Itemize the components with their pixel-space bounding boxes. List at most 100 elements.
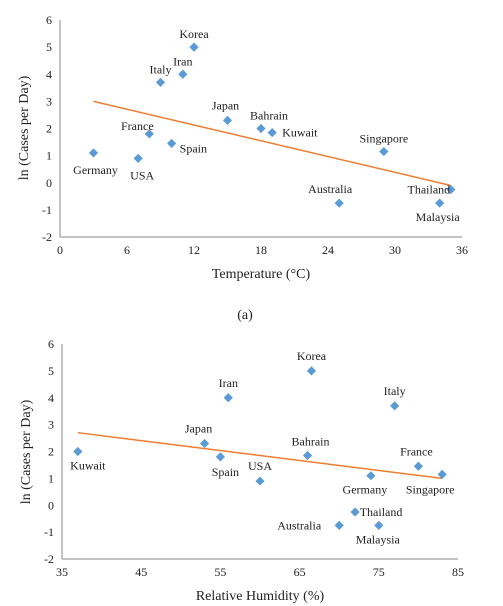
data-point-bahrain <box>302 450 313 461</box>
data-point-italy <box>390 401 400 411</box>
x-tick-label: 75 <box>373 565 385 579</box>
point-label-spain: Spain <box>212 465 239 479</box>
y-tick-label: -1 <box>44 525 54 539</box>
panel-caption: (a) <box>237 308 253 323</box>
data-point-spain <box>215 452 225 462</box>
x-tick-label: 12 <box>188 243 200 257</box>
y-tick-label: 4 <box>46 67 52 81</box>
x-tick-label: 35 <box>56 565 68 579</box>
y-tick-label: 6 <box>48 337 54 351</box>
data-point-korea <box>306 366 317 376</box>
data-point-thailand <box>350 507 360 517</box>
point-label-thailand: Thailand <box>408 183 451 197</box>
point-label-australia: Australia <box>308 182 353 196</box>
point-label-australia: Australia <box>277 518 322 532</box>
x-axis-title: Temperature (°C) <box>212 267 311 282</box>
point-label-malaysia: Malaysia <box>416 210 461 224</box>
point-label-bahrain: Bahrain <box>250 109 288 123</box>
data-point-usa <box>255 476 265 486</box>
data-point-thailand <box>446 184 456 195</box>
point-label-bahrain: Bahrain <box>292 435 330 449</box>
x-tick-labels: 0 6 12 18 24 30 36 <box>57 243 468 257</box>
data-point-france <box>413 461 423 471</box>
data-point-iran <box>178 69 188 79</box>
x-tick-labels: 35 45 55 65 75 85 <box>56 565 464 579</box>
y-tick-label: 5 <box>48 364 54 378</box>
x-tick-label: 24 <box>322 243 334 257</box>
point-label-singapore: Singapore <box>360 132 409 146</box>
x-tick-label: 65 <box>294 565 306 579</box>
point-label-france: France <box>400 444 433 458</box>
data-point-japan <box>222 115 233 125</box>
y-axis-title: ln (Cases per Day) <box>17 75 32 180</box>
trendline <box>77 431 443 480</box>
y-tick-label: 0 <box>46 176 52 190</box>
point-label-germany: Germany <box>73 163 118 177</box>
data-point-singapore <box>437 469 447 479</box>
y-tick-label: 3 <box>46 94 52 108</box>
data-points <box>88 42 456 208</box>
y-tick-label: 2 <box>48 445 54 459</box>
data-point-singapore <box>379 146 389 157</box>
y-axis-title: ln (Cases per Day) <box>19 399 34 504</box>
y-tick-labels: -2 -1 0 1 2 3 4 5 6 <box>44 337 54 566</box>
point-label-malaysia: Malaysia <box>356 532 401 546</box>
point-label-italy: Italy <box>150 62 172 76</box>
data-point-italy <box>155 77 166 87</box>
data-point-kuwait <box>73 446 83 457</box>
point-label-france: France <box>121 119 154 133</box>
y-tick-label: 4 <box>48 391 54 405</box>
point-label-kuwait: Kuwait <box>282 126 318 140</box>
x-axis-title: Relative Humidity (%) <box>196 589 325 604</box>
y-tick-label: -2 <box>44 552 54 566</box>
point-label-thailand: Thailand <box>360 505 403 519</box>
data-point-korea <box>189 42 199 52</box>
point-label-iran: Iran <box>173 54 192 68</box>
point-label-iran: Iran <box>219 376 238 390</box>
x-tick-label: 85 <box>452 565 464 579</box>
data-points <box>73 366 447 531</box>
y-tick-label: -2 <box>42 230 52 244</box>
x-tick-label: 55 <box>214 565 226 579</box>
data-point-malaysia <box>435 198 445 208</box>
data-point-bahrain <box>256 123 266 134</box>
y-tick-label: 2 <box>46 122 52 136</box>
point-label-singapore: Singapore <box>406 482 455 496</box>
data-point-usa <box>133 153 143 163</box>
data-point-germany <box>366 471 376 481</box>
data-point-spain <box>167 138 177 149</box>
y-tick-label: 1 <box>48 471 54 485</box>
y-tick-labels: -2 -1 0 1 2 3 4 5 6 <box>42 13 52 244</box>
point-label-italy: Italy <box>384 384 406 398</box>
point-label-spain: Spain <box>180 141 207 155</box>
data-point-malaysia <box>374 520 384 531</box>
data-point-kuwait <box>267 127 277 138</box>
x-tick-label: 45 <box>135 565 147 579</box>
data-point-france <box>144 129 154 139</box>
y-tick-label: 5 <box>46 40 52 54</box>
y-tick-label: 6 <box>46 13 52 27</box>
point-label-korea: Korea <box>297 349 327 363</box>
point-label-usa: USA <box>130 168 154 182</box>
point-label-korea: Korea <box>179 27 209 41</box>
data-point-germany <box>88 148 99 158</box>
data-point-japan <box>199 438 210 449</box>
x-tick-label: 6 <box>124 243 130 257</box>
y-tick-label: 0 <box>48 498 54 512</box>
point-label-japan: Japan <box>185 421 212 435</box>
data-point-australia <box>334 520 344 531</box>
point-label-usa: USA <box>248 459 272 473</box>
x-tick-label: 0 <box>57 243 63 257</box>
x-tick-label: 30 <box>389 243 401 257</box>
x-tick-label: 36 <box>456 243 468 257</box>
x-tick-label: 18 <box>255 243 267 257</box>
y-tick-label: 1 <box>46 149 52 163</box>
y-tick-label: -1 <box>42 203 52 217</box>
data-point-iran <box>223 393 233 403</box>
data-point-australia <box>334 198 344 208</box>
point-label-japan: Japan <box>212 98 239 112</box>
